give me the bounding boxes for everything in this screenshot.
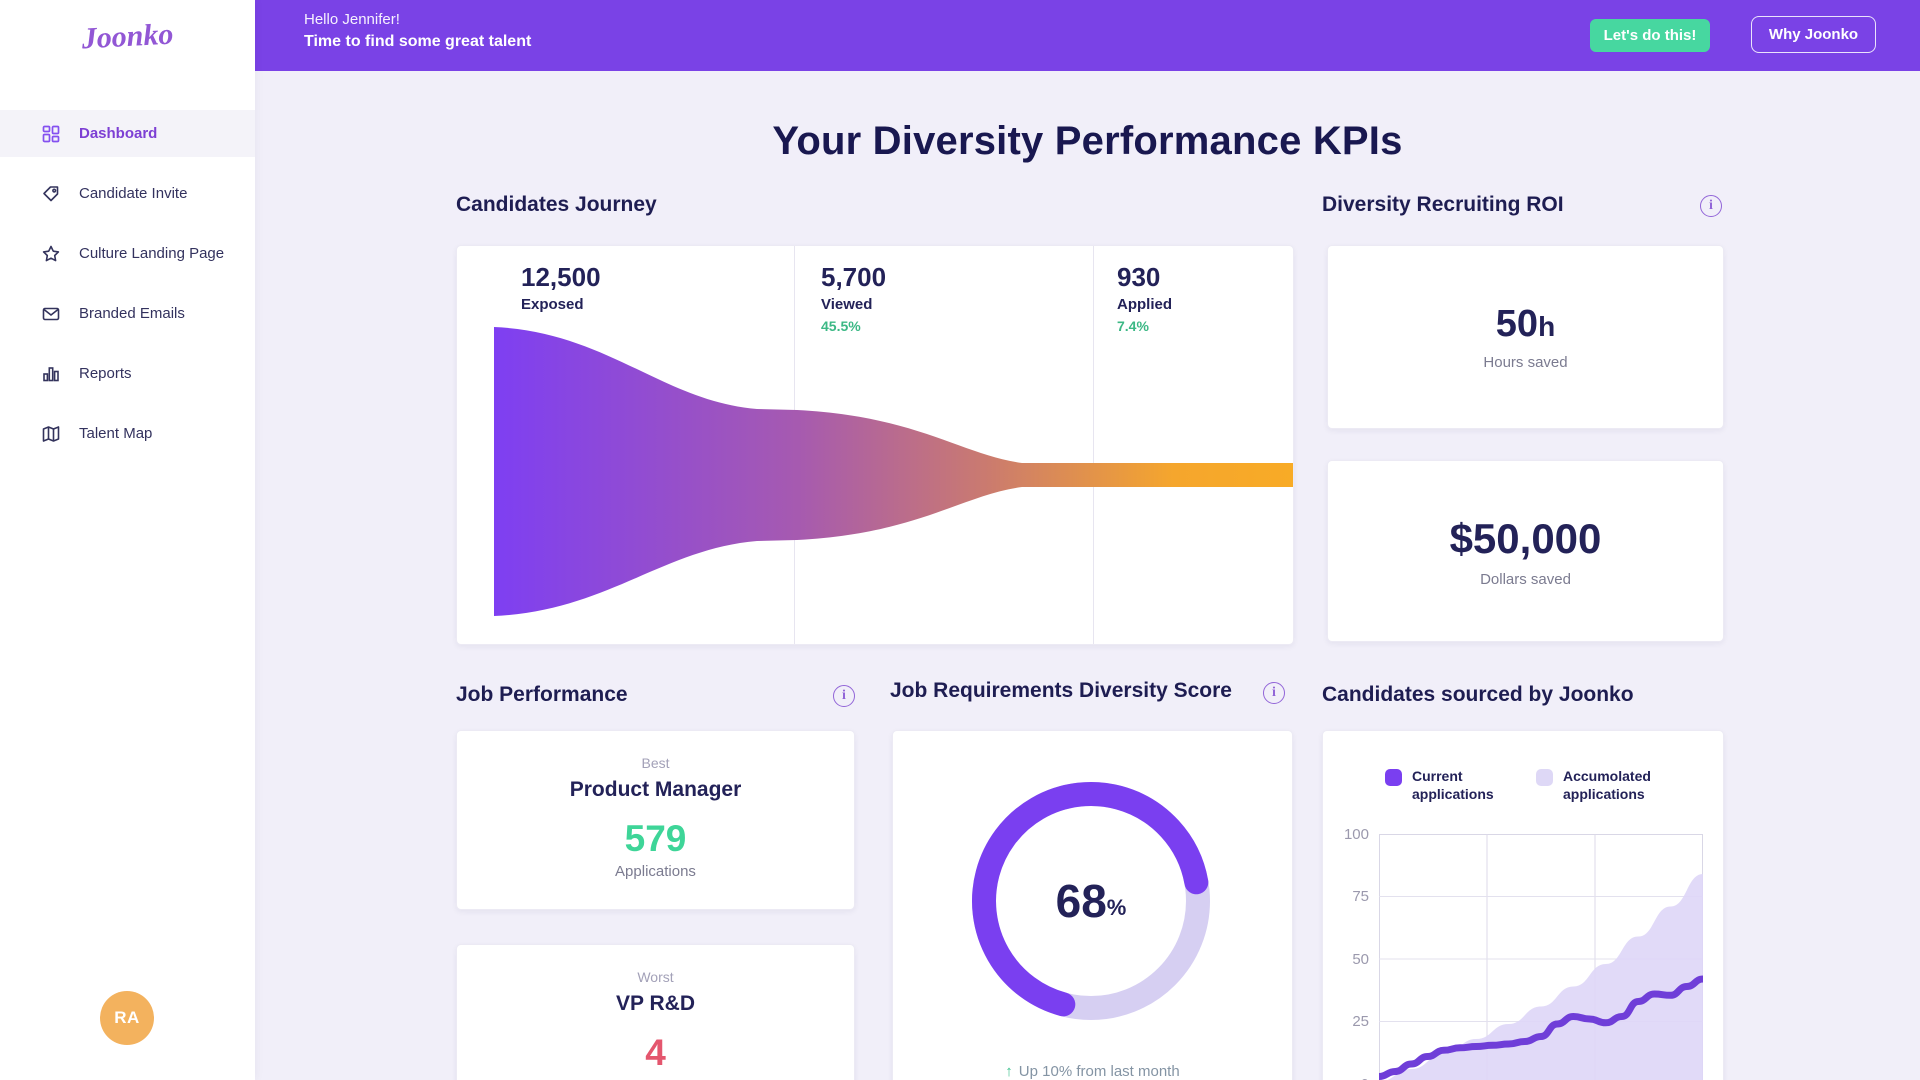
stage-label: Viewed (821, 296, 873, 313)
sidebar-nav: Dashboard Candidate Invite Culture Landi… (0, 110, 255, 470)
funnel-stage-viewed: 5,700 Viewed 45.5% (821, 262, 886, 334)
donut-chart: 68% (961, 771, 1221, 1031)
sidebar-item-label: Candidate Invite (79, 185, 188, 202)
job-performance-title: Job Performance (456, 683, 628, 706)
y-tick: 75 (1352, 888, 1369, 905)
legend-label: Current applications (1412, 768, 1494, 802)
hours-saved-value: 50h (1495, 303, 1556, 345)
sidebar-item-candidate-invite[interactable]: Candidate Invite (0, 170, 255, 217)
sidebar-item-dashboard[interactable]: Dashboard (0, 110, 255, 157)
legend-swatch-accumulated (1536, 769, 1553, 786)
joonko-logo-icon: Joonko (79, 18, 173, 56)
sidebar-item-label: Branded Emails (79, 305, 185, 322)
hours-saved-label: Hours saved (1483, 354, 1568, 371)
y-tick: 25 (1352, 1013, 1369, 1030)
best-job-name: Product Manager (569, 778, 742, 801)
legend-label: Accumolated applications (1563, 768, 1651, 802)
candidates-journey-card: 12,500 Exposed 5,700 Viewed 45.5% 930 Ap… (456, 245, 1294, 645)
area-line-chart (1379, 834, 1703, 1080)
sidebar-item-branded-emails[interactable]: Branded Emails (0, 290, 255, 337)
sourced-title: Candidates sourced by Joonko (1322, 683, 1634, 706)
envelope-icon (40, 303, 62, 325)
tag-icon (40, 183, 62, 205)
dollars-saved-label: Dollars saved (1480, 570, 1571, 588)
best-job-label: Applications (615, 863, 696, 880)
sidebar: Joonko Dashboard Candidate (0, 0, 255, 1080)
stage-value: 5,700 (821, 262, 887, 292)
top-banner: Hello Jennifer! Time to find some great … (255, 0, 1920, 71)
legend-accumulated-applications: Accumolated applications (1536, 767, 1663, 803)
avatar[interactable]: RA (100, 991, 154, 1045)
worst-job-name: VP R&D (616, 992, 695, 1015)
sidebar-item-label: Talent Map (79, 425, 153, 442)
trend-annotation: ↑ Up 10% from last month (1005, 1063, 1180, 1080)
arrow-up-icon: ↑ (1005, 1063, 1013, 1080)
greeting-subtitle: Time to find some great talent (304, 33, 532, 50)
worst-tag: Worst (637, 969, 674, 985)
why-joonko-button[interactable]: Why Joonko (1751, 16, 1876, 53)
dashboard-icon (40, 123, 62, 145)
diversity-score-card: 68% ↑ Up 10% from last month (892, 730, 1293, 1080)
stage-percent: 7.4% (1117, 318, 1149, 334)
sidebar-item-label: Reports (79, 365, 132, 382)
page-title: Your Diversity Performance KPIs (772, 119, 1403, 163)
hours-saved-card: 50h Hours saved (1327, 245, 1724, 429)
diversity-score-title: Job Requirements Diversity Score (890, 679, 1232, 702)
stage-value: 930 (1117, 262, 1161, 292)
donut-center-value: 68% (1055, 875, 1127, 927)
stage-label: Exposed (521, 296, 584, 313)
sidebar-item-label: Culture Landing Page (79, 245, 225, 262)
svg-text:Joonko: Joonko (79, 18, 173, 56)
map-icon (40, 423, 62, 445)
y-tick: 50 (1352, 951, 1369, 968)
stage-label: Applied (1117, 296, 1172, 313)
sidebar-item-talent-map[interactable]: Talent Map (0, 410, 255, 457)
sourced-chart-card: Current applications Accumolated applica… (1322, 730, 1724, 1080)
dollars-saved-value: $50,000 (1449, 514, 1602, 562)
lets-do-this-button[interactable]: Let's do this! (1590, 19, 1710, 52)
legend-current-applications: Current applications (1385, 767, 1512, 803)
best-tag: Best (641, 755, 670, 771)
sidebar-item-culture-landing-page[interactable]: Culture Landing Page (0, 230, 255, 277)
roi-title: Diversity Recruiting ROI (1322, 193, 1564, 216)
star-icon (40, 243, 62, 265)
bar-chart-icon (40, 363, 62, 385)
joonko-logo[interactable]: Joonko (0, 8, 255, 69)
info-icon[interactable]: i (1700, 195, 1722, 217)
candidates-journey-title: Candidates Journey (456, 193, 657, 216)
dollars-saved-card: $50,000 Dollars saved (1327, 460, 1724, 642)
best-job-value: 579 (624, 818, 687, 859)
sidebar-item-label: Dashboard (79, 125, 158, 142)
best-job-card: Best Product Manager 579 Applications (456, 730, 855, 910)
y-tick: 100 (1343, 826, 1369, 843)
info-icon[interactable]: i (833, 685, 855, 707)
main-content: Your Diversity Performance KPIs Candidat… (255, 71, 1920, 1080)
stage-value: 12,500 (521, 262, 601, 292)
funnel-chart (494, 327, 1293, 616)
funnel-stage-applied: 930 Applied 7.4% (1117, 262, 1172, 334)
worst-job-value: 4 (645, 1032, 666, 1073)
funnel-stage-exposed: 12,500 Exposed (521, 262, 601, 313)
column-divider (1093, 246, 1094, 644)
info-icon[interactable]: i (1263, 682, 1285, 704)
stage-percent: 45.5% (821, 318, 861, 334)
y-tick: 0 (1327, 1076, 1369, 1080)
sidebar-item-reports[interactable]: Reports (0, 350, 255, 397)
greeting-text: Hello Jennifer! (304, 11, 400, 28)
legend-swatch-current (1385, 769, 1402, 786)
worst-job-card: Worst VP R&D 4 (456, 944, 855, 1080)
